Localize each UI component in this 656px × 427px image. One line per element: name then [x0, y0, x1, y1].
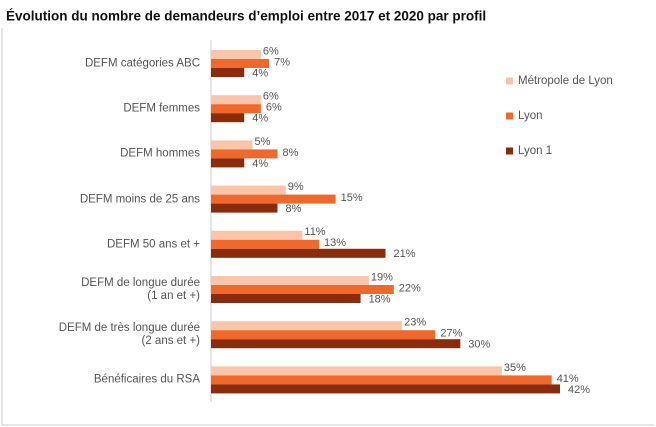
bar	[211, 384, 560, 394]
legend-label: Lyon 1	[518, 145, 552, 157]
bar	[211, 149, 278, 159]
bar	[211, 339, 461, 349]
chart-title: Évolution du nombre de demandeurs d’empl…	[6, 9, 486, 24]
category-label: DEFM de longue durée (1 an et +)	[81, 277, 200, 302]
bar	[211, 321, 403, 331]
data-label: 8%	[285, 203, 301, 215]
data-label: 23%	[404, 317, 426, 329]
data-label: 4%	[252, 158, 268, 170]
bar	[211, 59, 270, 68]
data-label: 27%	[440, 328, 462, 340]
legend-label: Métropole de Lyon	[518, 75, 613, 87]
data-label: 19%	[371, 271, 393, 283]
bar	[211, 140, 253, 150]
bar	[211, 285, 394, 294]
data-label: 7%	[274, 56, 290, 68]
data-label: 9%	[288, 181, 304, 193]
legend-swatch	[506, 147, 513, 155]
category-label: DEFM hommes	[120, 147, 200, 160]
bar	[211, 95, 261, 105]
bar	[211, 113, 245, 123]
legend-label: Lyon	[518, 110, 543, 122]
data-label: 41%	[557, 373, 579, 385]
category-label: DEFM moins de 25 ans	[79, 193, 200, 206]
data-label: 21%	[394, 248, 416, 260]
data-label: 4%	[252, 113, 268, 125]
data-label: 22%	[399, 282, 421, 294]
bar	[211, 50, 261, 59]
legend-swatch	[506, 77, 513, 85]
bar	[211, 203, 278, 213]
bar	[211, 375, 552, 385]
bar	[211, 330, 436, 340]
bar	[211, 230, 303, 240]
bar	[211, 158, 245, 168]
bar	[211, 276, 369, 285]
bar	[211, 185, 286, 195]
category-label: DEFM de très longue durée (2 ans et +)	[58, 322, 200, 348]
bar	[211, 104, 261, 114]
category-label: DEFM catégories ABC	[84, 57, 200, 70]
data-label: 13%	[324, 237, 346, 249]
bar	[211, 294, 361, 303]
bar	[211, 366, 502, 376]
data-label: 15%	[341, 192, 363, 204]
category-label: DEFM 50 ans et +	[107, 238, 200, 251]
data-label: 6%	[263, 45, 279, 57]
bar	[211, 68, 245, 77]
bar	[211, 239, 320, 249]
bar	[211, 194, 336, 204]
data-label: 30%	[468, 339, 490, 351]
data-label: 6%	[263, 91, 279, 103]
data-label: 5%	[255, 136, 271, 148]
data-label: 35%	[504, 362, 526, 374]
data-label: 11%	[304, 226, 325, 238]
data-label: 8%	[282, 147, 298, 159]
category-label: Bénéficaires du RSA	[93, 373, 200, 386]
data-label: 42%	[568, 384, 590, 396]
category-label: DEFM femmes	[123, 102, 200, 115]
data-label: 4%	[252, 67, 268, 79]
legend-swatch	[506, 112, 513, 120]
data-label: 6%	[266, 102, 282, 114]
bar	[211, 248, 386, 258]
data-label: 18%	[369, 293, 391, 305]
